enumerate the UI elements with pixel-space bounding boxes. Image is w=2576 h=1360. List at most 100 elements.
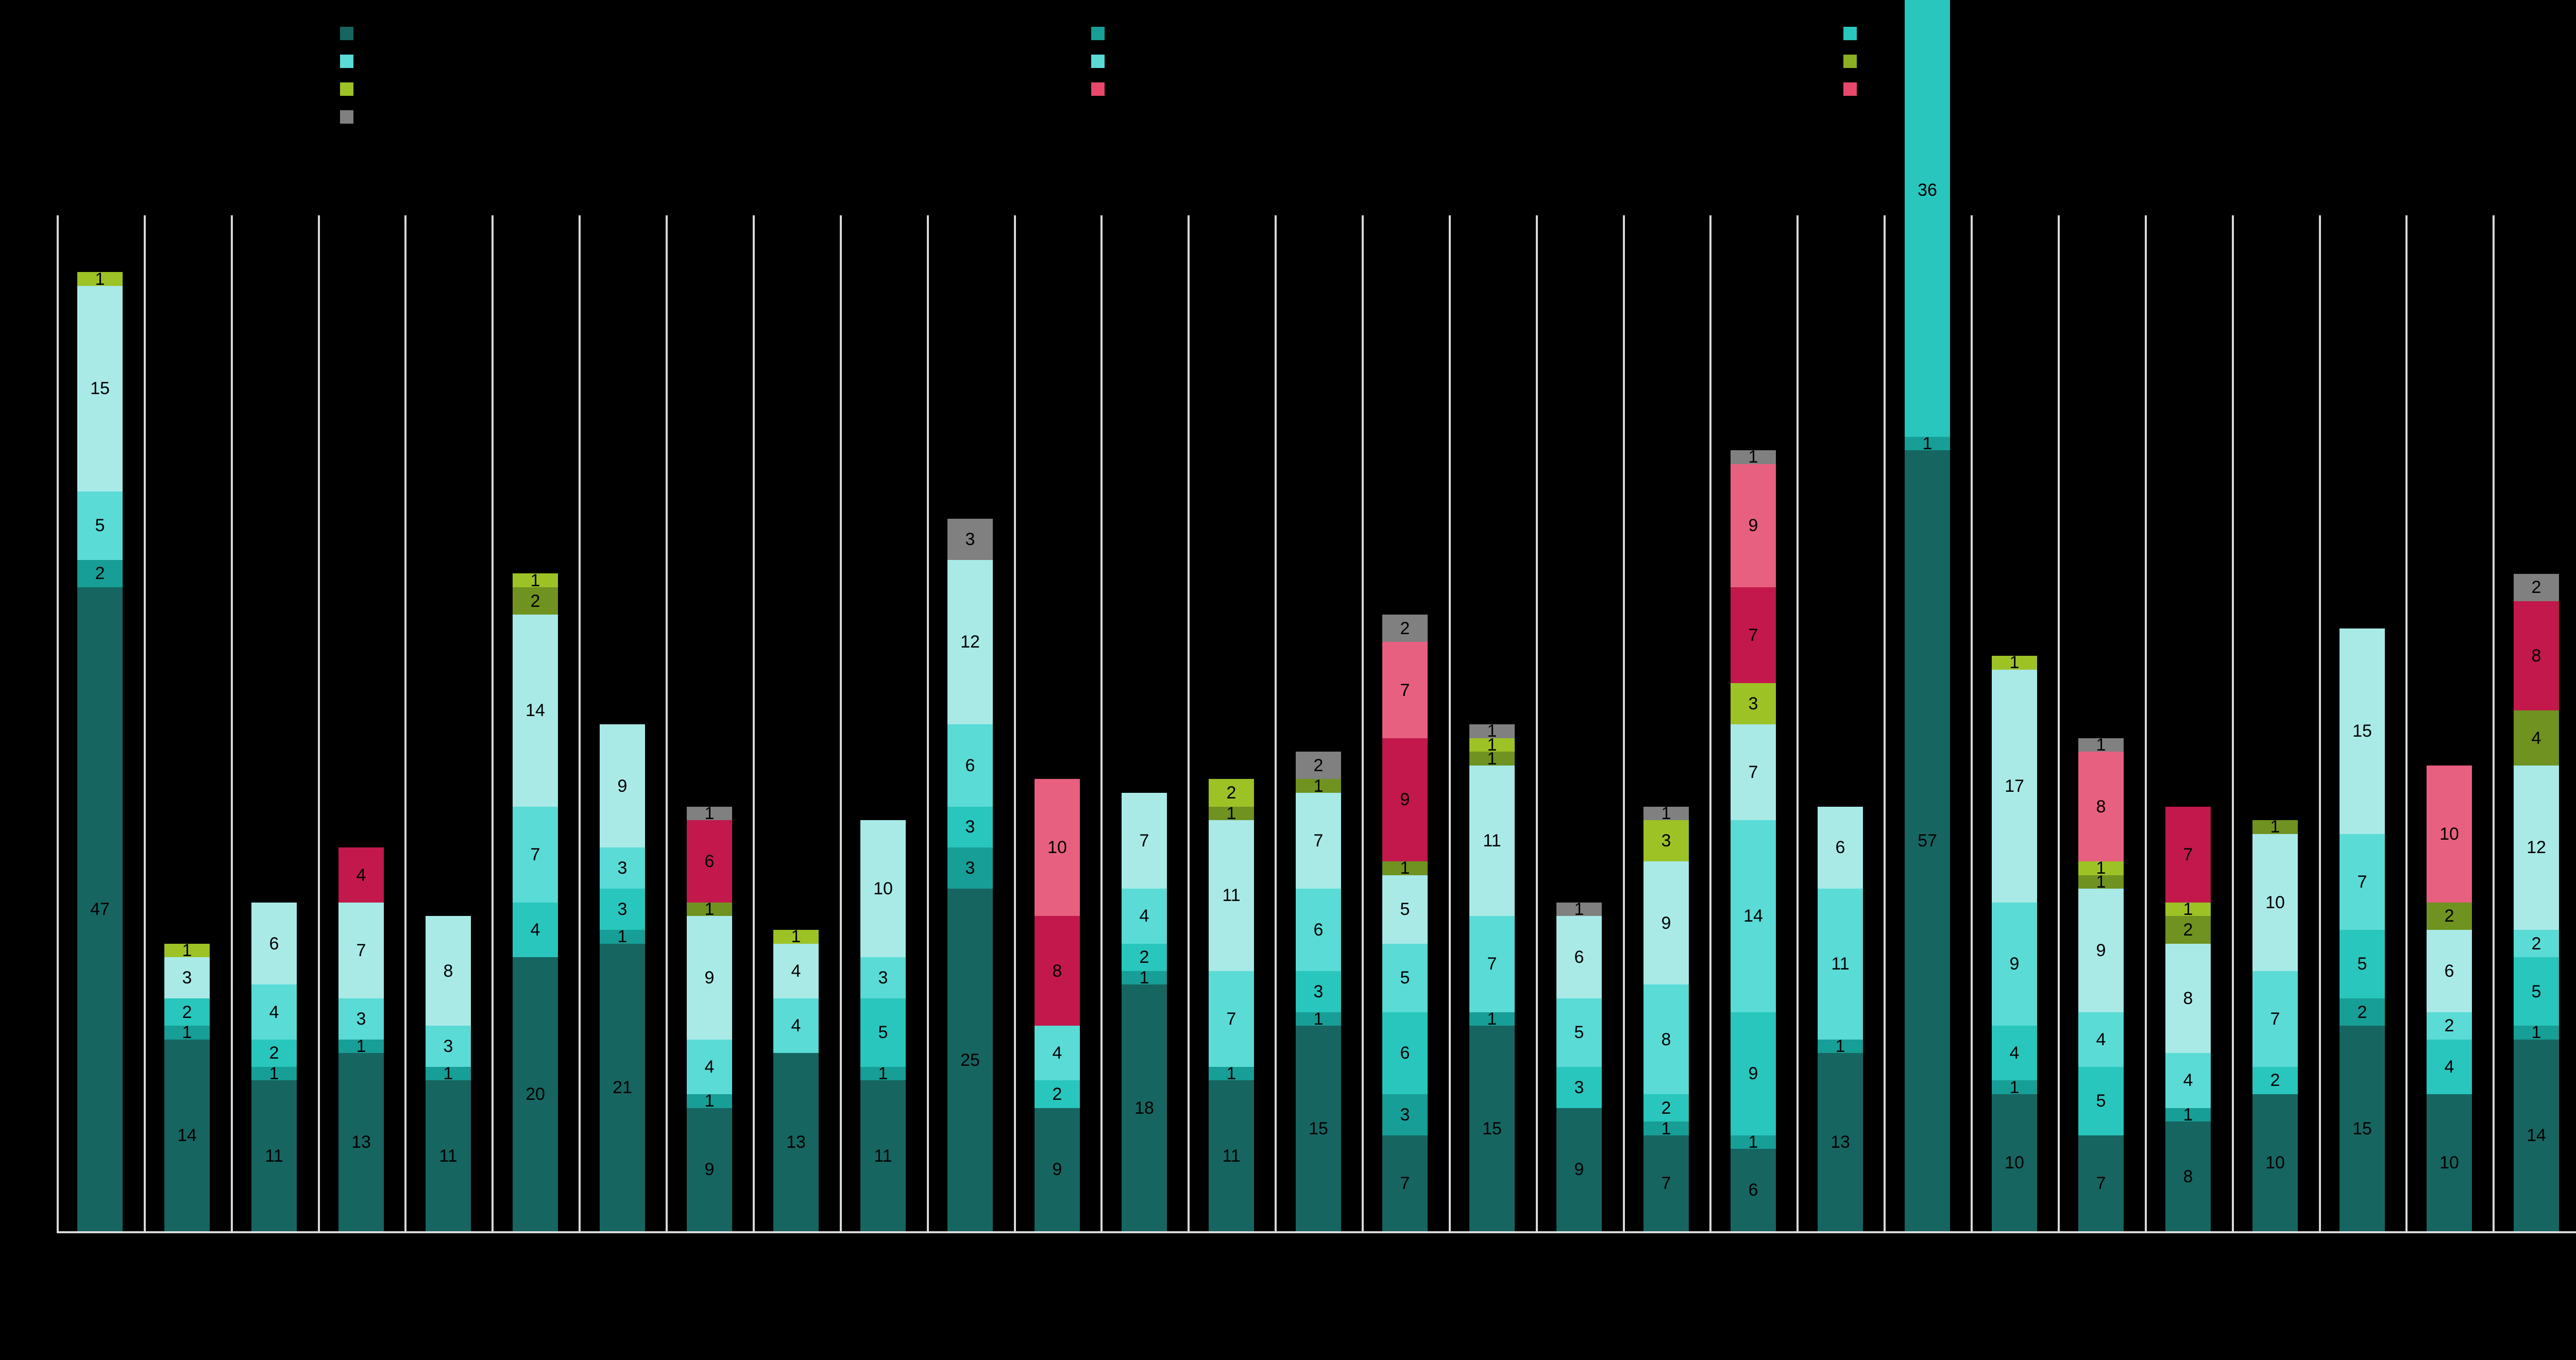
- bar-segment[interactable]: 10: [1035, 779, 1080, 916]
- bar-segment[interactable]: 4: [1992, 1026, 2037, 1081]
- bar-segment[interactable]: 5: [77, 491, 123, 560]
- bar-segment[interactable]: 13: [338, 1053, 384, 1231]
- bar-segment[interactable]: 6: [1731, 1149, 1776, 1231]
- bar-segment[interactable]: 10: [2252, 834, 2298, 971]
- bar-segment[interactable]: 15: [1469, 1026, 1515, 1231]
- bar-segment[interactable]: 8: [1643, 984, 1689, 1095]
- bar-segment[interactable]: 10: [2427, 1094, 2472, 1231]
- bar-segment[interactable]: 1: [2165, 900, 2211, 918]
- bar-segment[interactable]: 7: [513, 806, 558, 903]
- bar-segment[interactable]: 1: [687, 805, 732, 822]
- legend-item[interactable]: [1091, 75, 1119, 103]
- bar-segment[interactable]: 9: [1992, 902, 2037, 1026]
- bar-segment[interactable]: 2: [1643, 1094, 1689, 1122]
- bar-segment[interactable]: 5: [1556, 998, 1602, 1067]
- bar-segment[interactable]: 2: [2514, 573, 2559, 601]
- bar-segment[interactable]: 7: [2252, 971, 2298, 1067]
- bar-segment[interactable]: 1: [1469, 1010, 1515, 1028]
- bar-segment[interactable]: 1: [1469, 722, 1515, 740]
- bar-segment[interactable]: 1: [1296, 777, 1341, 795]
- stacked-bar[interactable]: 11 1 3 8: [426, 916, 471, 1231]
- stacked-bar[interactable]: 10 2 7 10 1: [2252, 818, 2298, 1231]
- legend-item[interactable]: [1843, 47, 1871, 75]
- bar-segment[interactable]: 4: [2427, 1039, 2472, 1095]
- bar-segment[interactable]: 8: [2514, 601, 2559, 711]
- bar-segment[interactable]: 13: [773, 1053, 819, 1231]
- bar-segment[interactable]: 1: [1731, 1133, 1776, 1151]
- bar-segment[interactable]: 14: [513, 615, 558, 807]
- bar-segment[interactable]: 9: [687, 1108, 732, 1231]
- bar-segment[interactable]: 3: [947, 519, 993, 560]
- bar-segment[interactable]: 7: [1643, 1135, 1689, 1231]
- bar-segment[interactable]: 3: [860, 957, 906, 998]
- bar-segment[interactable]: 3: [338, 998, 384, 1040]
- bar-segment[interactable]: 1: [2078, 736, 2124, 754]
- bar-segment[interactable]: 3: [164, 957, 210, 998]
- bar-segment[interactable]: 3: [947, 847, 993, 889]
- bar-segment[interactable]: 3: [600, 847, 645, 889]
- bar-segment[interactable]: 57: [1905, 450, 1950, 1231]
- bar-segment[interactable]: 1: [687, 900, 732, 918]
- bar-segment[interactable]: 4: [2165, 1053, 2211, 1108]
- bar-segment[interactable]: 5: [2340, 929, 2385, 998]
- bar-segment[interactable]: 7: [338, 902, 384, 998]
- bar-segment[interactable]: 1: [77, 270, 123, 288]
- bar-segment[interactable]: 1: [1469, 736, 1515, 754]
- bar-segment[interactable]: 17: [1992, 669, 2037, 903]
- bar-segment[interactable]: 1: [1818, 1038, 1863, 1055]
- stacked-bar[interactable]: 15 2 5 7 15: [2340, 628, 2385, 1231]
- bar-segment[interactable]: 1: [1209, 805, 1254, 822]
- legend-item[interactable]: [1843, 20, 1871, 47]
- stacked-bar[interactable]: 18 1 2 4 7: [1122, 793, 1167, 1231]
- bar-segment[interactable]: 3: [1382, 1094, 1428, 1135]
- stacked-bar[interactable]: 14 1 5 2 12 4 8 2: [2514, 573, 2559, 1231]
- bar-segment[interactable]: 8: [2165, 1121, 2211, 1231]
- bar-segment[interactable]: 15: [1296, 1026, 1341, 1231]
- bar-segment[interactable]: 2: [2252, 1066, 2298, 1095]
- bar-segment[interactable]: 7: [2078, 1135, 2124, 1231]
- stacked-bar[interactable]: 25 3 3 6 12 3: [947, 519, 993, 1231]
- bar-segment[interactable]: 1: [1992, 654, 2037, 671]
- bar-segment[interactable]: 3: [1296, 971, 1341, 1012]
- legend-item[interactable]: [340, 20, 368, 47]
- stacked-bar[interactable]: 15 1 7 11 1 1 1: [1469, 722, 1515, 1231]
- bar-segment[interactable]: 12: [2514, 765, 2559, 930]
- bar-segment[interactable]: 7: [2340, 834, 2385, 930]
- stacked-bar[interactable]: 47 2 5 15 1: [77, 270, 123, 1231]
- bar-segment[interactable]: 6: [251, 902, 297, 985]
- stacked-bar[interactable]: 21 1 3 3 9: [600, 724, 645, 1231]
- bar-segment[interactable]: 2: [2427, 1012, 2472, 1040]
- bar-segment[interactable]: 1: [687, 1092, 732, 1110]
- bar-segment[interactable]: 7: [1209, 971, 1254, 1067]
- bar-segment[interactable]: 4: [773, 943, 819, 998]
- bar-segment[interactable]: 9: [1382, 738, 1428, 861]
- bar-segment[interactable]: 9: [2078, 889, 2124, 1012]
- bar-segment[interactable]: 4: [1035, 1026, 1080, 1081]
- stacked-bar[interactable]: 10 4 2 6 2 10: [2427, 765, 2472, 1231]
- bar-segment[interactable]: 4: [513, 902, 558, 958]
- bar-segment[interactable]: 4: [1122, 889, 1167, 944]
- legend-item[interactable]: [1091, 20, 1119, 47]
- stacked-bar[interactable]: 13 1 11 6: [1818, 806, 1863, 1231]
- bar-segment[interactable]: 8: [2165, 943, 2211, 1053]
- bar-segment[interactable]: 7: [1731, 587, 1776, 684]
- stacked-bar[interactable]: 11 1 2 4 6: [251, 902, 297, 1231]
- bar-segment[interactable]: 1: [1905, 435, 1950, 452]
- bar-segment[interactable]: 18: [1122, 984, 1167, 1231]
- bar-segment[interactable]: 20: [513, 957, 558, 1231]
- bar-segment[interactable]: 1: [1469, 750, 1515, 768]
- bar-segment[interactable]: 9: [1556, 1108, 1602, 1231]
- bar-segment[interactable]: 5: [2514, 957, 2559, 1026]
- bar-segment[interactable]: 15: [77, 286, 123, 491]
- bar-segment[interactable]: 25: [947, 889, 993, 1231]
- bar-segment[interactable]: 1: [164, 942, 210, 959]
- bar-segment[interactable]: 36: [1905, 0, 1950, 437]
- bar-segment[interactable]: 14: [1731, 820, 1776, 1012]
- bar-segment[interactable]: 4: [2078, 1012, 2124, 1067]
- bar-segment[interactable]: 9: [1731, 464, 1776, 588]
- stacked-bar[interactable]: 7 3 6 5 5 1 9 7 2: [1382, 615, 1428, 1231]
- bar-segment[interactable]: 6: [1296, 889, 1341, 971]
- bar-segment[interactable]: 1: [426, 1065, 471, 1082]
- bar-segment[interactable]: 5: [2078, 1066, 2124, 1135]
